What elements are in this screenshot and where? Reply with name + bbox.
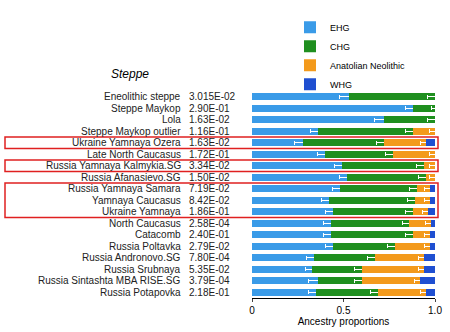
svg-text:1.0: 1.0	[428, 305, 442, 316]
svg-text:Steppe: Steppe	[111, 67, 149, 81]
svg-text:Russia Afanasievo.SG: Russia Afanasievo.SG	[81, 172, 181, 183]
svg-text:1.16E-01: 1.16E-01	[189, 126, 230, 137]
svg-text:CHG: CHG	[330, 42, 350, 52]
svg-text:1.86E-01: 1.86E-01	[189, 206, 230, 217]
svg-text:Russia Srubnaya: Russia Srubnaya	[104, 264, 181, 275]
svg-text:Catacomb: Catacomb	[135, 229, 181, 240]
svg-text:Ancestry proportions: Ancestry proportions	[298, 316, 390, 327]
svg-text:Late North Caucasus: Late North Caucasus	[87, 149, 181, 160]
svg-text:Steppe Maykop outlier: Steppe Maykop outlier	[81, 126, 181, 137]
svg-text:2.40E-01: 2.40E-01	[189, 229, 230, 240]
svg-text:Ukraine Yamnaya: Ukraine Yamnaya	[102, 206, 181, 217]
svg-text:1.50E-02: 1.50E-02	[189, 172, 230, 183]
svg-text:WHG: WHG	[330, 80, 352, 90]
svg-text:North Caucasus: North Caucasus	[109, 218, 181, 229]
svg-text:EHG: EHG	[330, 23, 350, 33]
svg-text:Russia Sintashta MBA RISE.SG: Russia Sintashta MBA RISE.SG	[38, 275, 181, 286]
svg-text:3.015E-02: 3.015E-02	[189, 91, 236, 102]
svg-text:7.19E-02: 7.19E-02	[189, 183, 230, 194]
svg-text:0: 0	[249, 305, 255, 316]
svg-text:Ukraine Yamnaya Ozera: Ukraine Yamnaya Ozera	[72, 137, 181, 148]
svg-text:7.80E-04: 7.80E-04	[189, 252, 230, 263]
svg-text:8.42E-02: 8.42E-02	[189, 195, 230, 206]
svg-text:Russia Yamnaya Samara: Russia Yamnaya Samara	[68, 183, 181, 194]
svg-text:2.58E-04: 2.58E-04	[189, 218, 230, 229]
svg-text:Russia Poltavka: Russia Poltavka	[109, 241, 181, 252]
svg-text:Russia Potapovka: Russia Potapovka	[100, 287, 181, 298]
svg-text:0.5: 0.5	[337, 305, 351, 316]
svg-text:Lola: Lola	[162, 114, 181, 125]
svg-text:Russia Yamnaya Kalmykia.SG: Russia Yamnaya Kalmykia.SG	[46, 160, 181, 171]
svg-text:1.63E-02: 1.63E-02	[189, 137, 230, 148]
svg-text:3.79E-04: 3.79E-04	[189, 275, 230, 286]
svg-text:1.72E-01: 1.72E-01	[189, 149, 230, 160]
svg-text:2.18E-01: 2.18E-01	[189, 287, 230, 298]
svg-text:Yamnaya Caucasus: Yamnaya Caucasus	[92, 195, 181, 206]
svg-text:Anatolian Neolithic: Anatolian Neolithic	[330, 61, 405, 71]
svg-text:3.34E-02: 3.34E-02	[189, 160, 230, 171]
svg-text:Steppe Maykop: Steppe Maykop	[111, 103, 181, 114]
svg-text:Russia Andronovo.SG: Russia Andronovo.SG	[82, 252, 181, 263]
svg-text:Eneolithic steppe: Eneolithic steppe	[104, 91, 181, 102]
svg-text:2.79E-02: 2.79E-02	[189, 241, 230, 252]
svg-text:5.35E-02: 5.35E-02	[189, 264, 230, 275]
svg-text:1.63E-02: 1.63E-02	[189, 114, 230, 125]
svg-text:2.90E-01: 2.90E-01	[189, 103, 230, 114]
